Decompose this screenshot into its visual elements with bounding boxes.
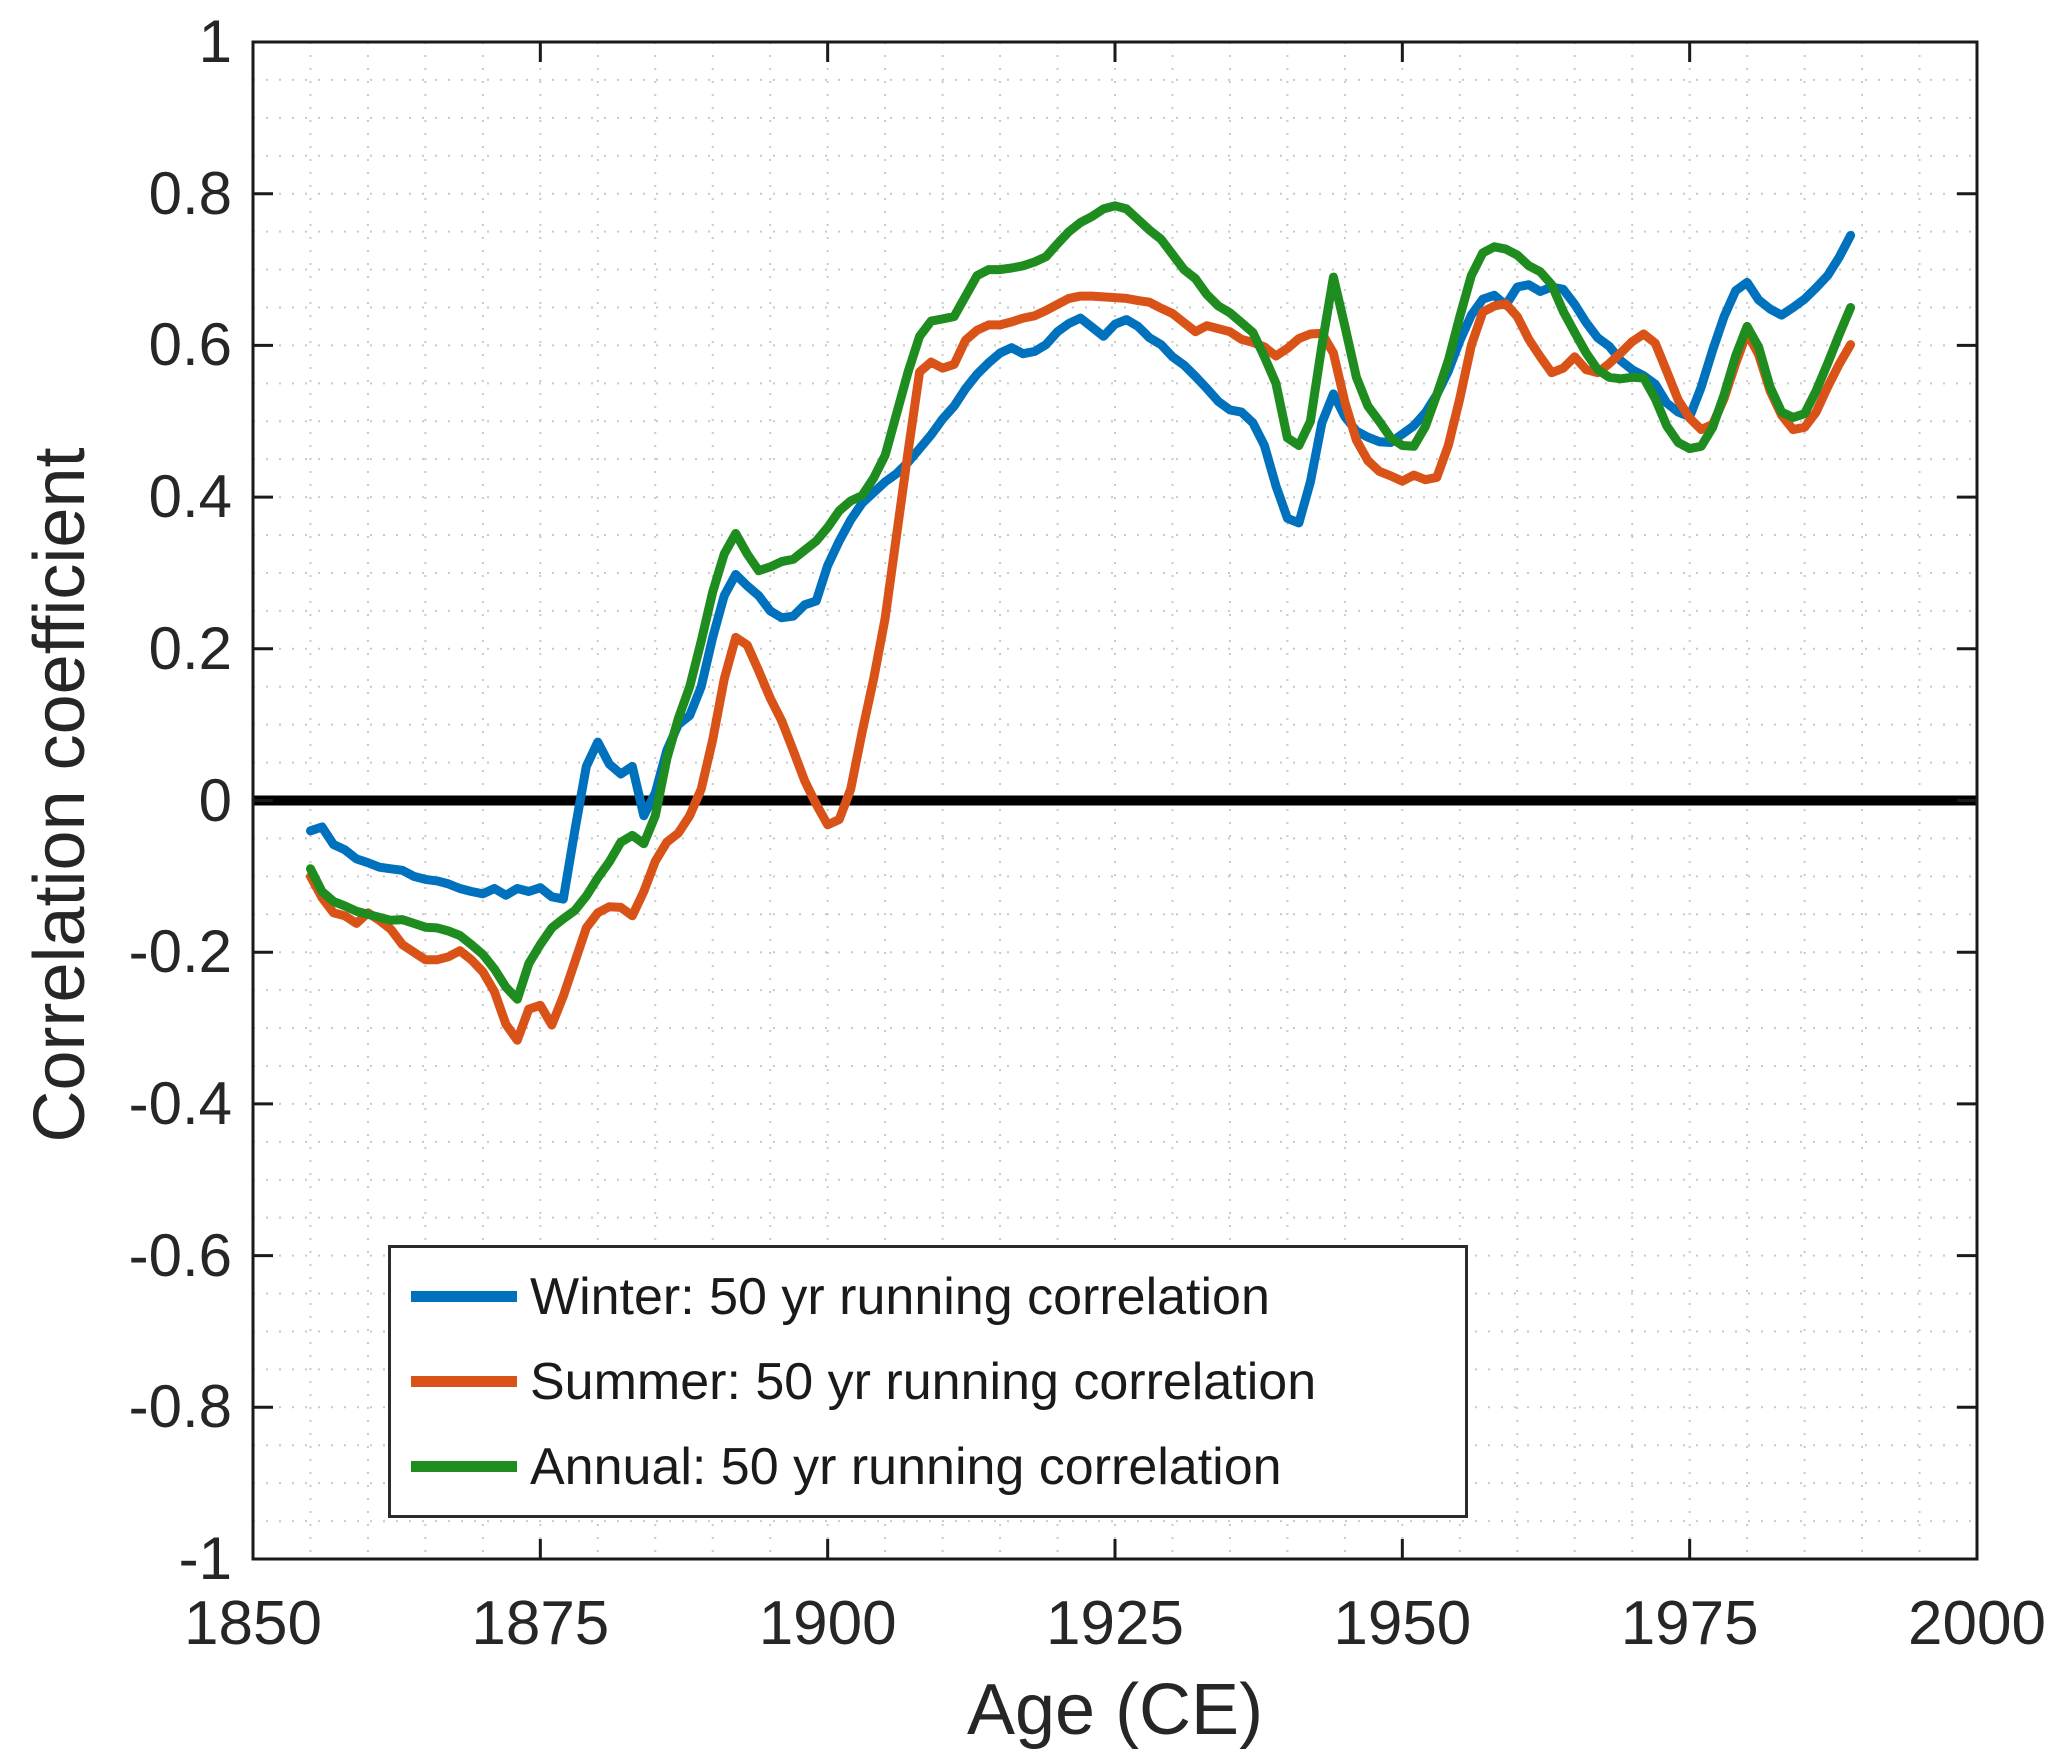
legend-box: Winter: 50 yr running correlation Summer:…: [388, 1245, 1468, 1518]
data-series-lines: [306, 201, 1856, 1045]
legend-label: Summer: 50 yr running correlation: [530, 1352, 1317, 1411]
series-line-annual: [306, 201, 1856, 1004]
x-tick-label: 2000: [1908, 1589, 2046, 1658]
legend-label: Winter: 50 yr running correlation: [530, 1267, 1270, 1326]
axes-border: [251, 40, 1979, 1561]
legend-line-sample: [411, 1376, 517, 1387]
x-tick-label: 1850: [184, 1589, 322, 1658]
x-tick-label: 1975: [1620, 1589, 1759, 1658]
series-line-winter: [306, 230, 1856, 904]
legend-line-sample: [411, 1461, 517, 1472]
legend-label: Annual: 50 yr running correlation: [530, 1437, 1282, 1496]
x-axis-title: Age (CE): [966, 1670, 1264, 1750]
y-axis-title: Correlation coefficient: [20, 447, 100, 1143]
y-tick-label: 0.4: [148, 463, 232, 531]
x-tick-label: 1925: [1046, 1589, 1184, 1658]
y-tick-label: 1: [198, 8, 232, 75]
x-tick-label: 1900: [758, 1589, 897, 1658]
y-tick-label: 0: [198, 766, 232, 834]
y-tick-label: -1: [178, 1525, 232, 1592]
legend-item: Winter: 50 yr running correlation: [391, 1257, 1465, 1337]
y-tick-label: -0.4: [128, 1069, 232, 1137]
y-tick-label: 0.6: [148, 311, 232, 379]
y-tick-label: -0.6: [128, 1221, 232, 1289]
legend-line-sample: [411, 1291, 517, 1302]
y-tick-label: 0.2: [148, 614, 232, 682]
series-line-summer: [306, 291, 1856, 1045]
legend-item: Annual: 50 yr running correlation: [391, 1427, 1465, 1507]
y-tick-label: 0.8: [148, 159, 232, 227]
x-tick-label: 1950: [1333, 1589, 1472, 1658]
x-tick-label: 1875: [471, 1589, 610, 1658]
y-tick-label: -0.2: [128, 918, 232, 986]
legend-item: Summer: 50 yr running correlation: [391, 1342, 1465, 1422]
y-tick-label: -0.8: [128, 1373, 232, 1441]
